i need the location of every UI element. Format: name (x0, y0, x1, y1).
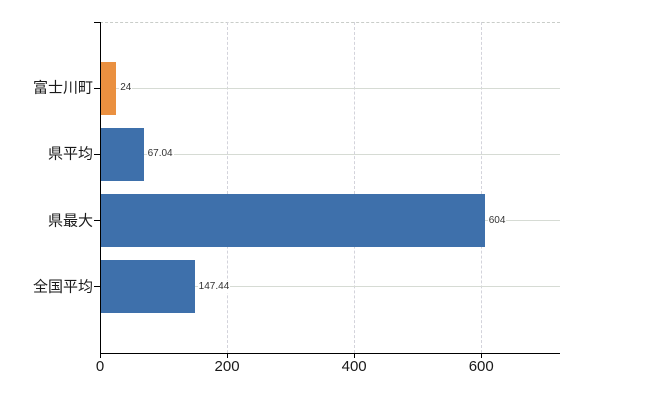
x-tick-label: 0 (95, 358, 105, 375)
value-label: 24 (119, 82, 133, 95)
y-axis-top-tick (94, 22, 100, 23)
plot-area: 0 200 400 600 富士川町 24 県平均 67.04 県最大 604 全国平均 147.44 (33, 22, 560, 375)
category-label: 県最大 (47, 212, 93, 230)
x-tick (100, 353, 101, 358)
y-tick (94, 153, 100, 155)
category-label: 全国平均 (32, 278, 93, 296)
plot-top-border (100, 22, 560, 23)
x-tick (227, 353, 229, 358)
y-axis-line (100, 22, 101, 353)
y-tick (94, 87, 100, 89)
bar (101, 61, 117, 115)
value-label: 147.44 (197, 280, 231, 293)
category-label: 県平均 (47, 145, 93, 163)
y-tick (94, 220, 100, 222)
h-gridline (100, 286, 560, 288)
y-tick (94, 286, 100, 288)
x-tick-label: 400 (341, 358, 367, 375)
v-gridline (227, 22, 229, 353)
category-label: 富士川町 (32, 79, 93, 97)
x-tick (354, 353, 356, 358)
bar (101, 194, 485, 248)
x-tick-label: 600 (468, 358, 494, 375)
bar (101, 127, 144, 181)
x-tick (481, 353, 483, 358)
v-gridline (481, 22, 483, 353)
x-tick-label: 200 (214, 358, 240, 375)
h-gridline (100, 153, 560, 155)
h-gridline (100, 87, 560, 89)
value-label: 67.04 (146, 148, 174, 161)
bar (101, 260, 195, 314)
v-gridline (354, 22, 356, 353)
x-axis-line (100, 353, 560, 354)
value-label: 604 (487, 214, 507, 227)
